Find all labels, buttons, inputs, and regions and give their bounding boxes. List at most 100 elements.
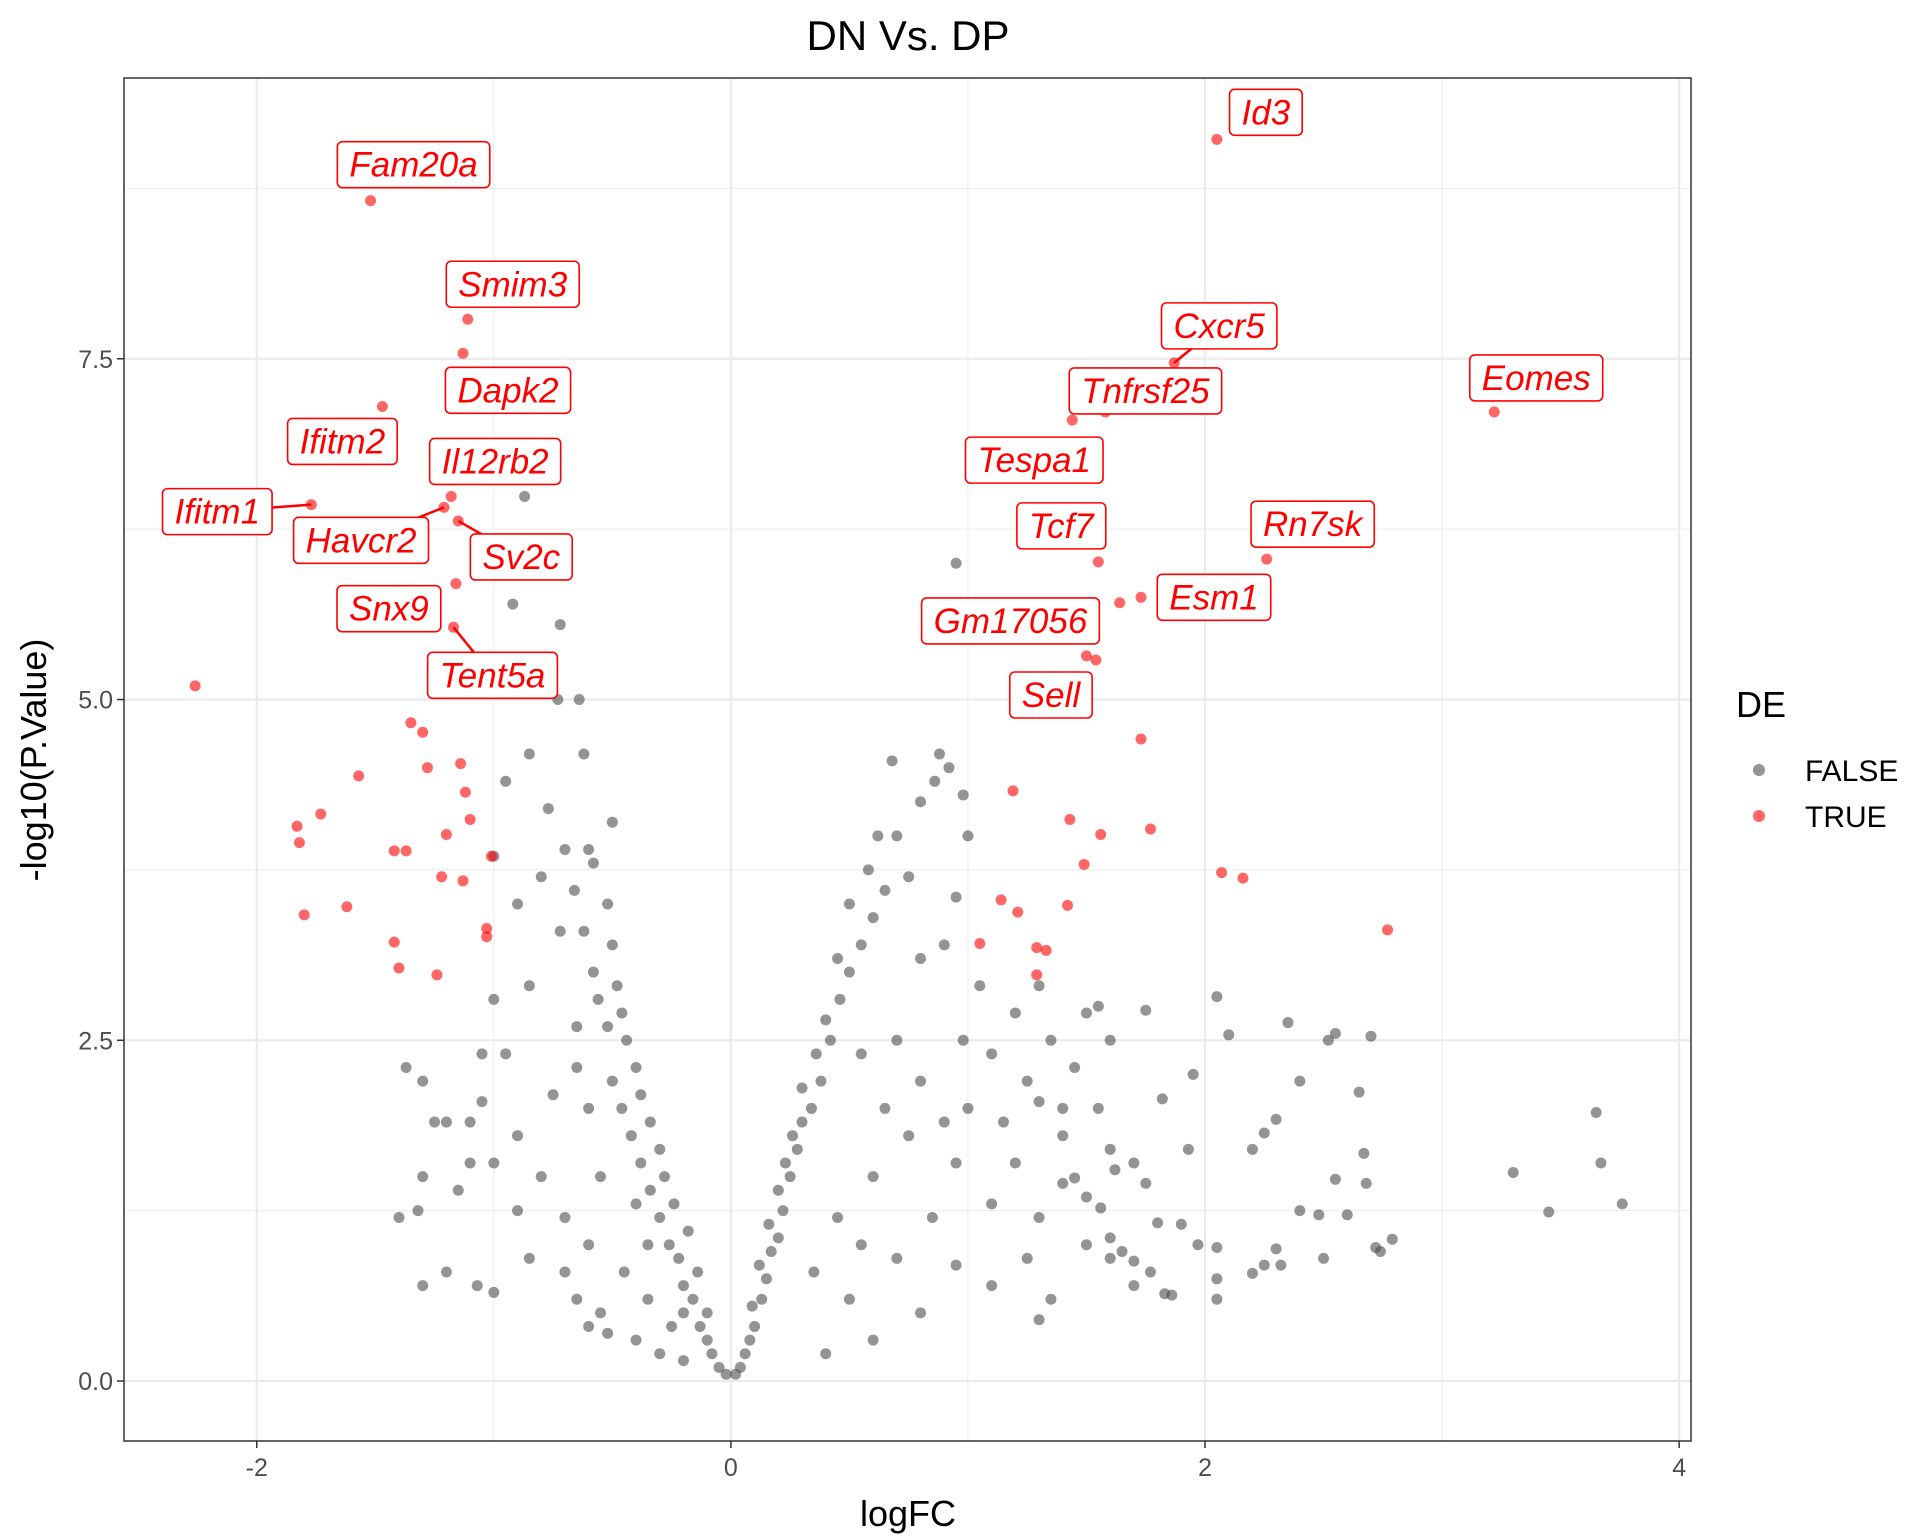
gene-label: Tcf7 xyxy=(1016,502,1107,550)
point-de-false xyxy=(950,891,962,903)
point-de-true xyxy=(974,938,986,950)
point-de-true-labeled xyxy=(445,490,457,502)
point-de-true xyxy=(464,813,476,825)
point-de-false xyxy=(668,1198,680,1210)
point-de-false xyxy=(810,1048,822,1060)
point-de-false xyxy=(682,1225,694,1237)
point-de-true-labeled xyxy=(1066,414,1078,426)
point-de-false xyxy=(701,1307,713,1319)
point-de-true xyxy=(995,894,1007,906)
point-de-false xyxy=(535,1171,547,1183)
point-de-false xyxy=(595,1171,607,1183)
point-de-false xyxy=(962,830,974,842)
point-de-false xyxy=(1033,1211,1045,1223)
point-de-true-labeled xyxy=(1488,406,1500,418)
point-de-false xyxy=(1033,1096,1045,1108)
point-de-false xyxy=(1595,1157,1607,1169)
point-de-false xyxy=(1128,1157,1140,1169)
x-tick-label: -2 xyxy=(246,1454,268,1482)
point-de-false xyxy=(701,1334,713,1346)
point-de-true xyxy=(1216,867,1228,879)
label-box xyxy=(336,140,491,189)
point-de-false xyxy=(694,1321,706,1333)
point-de-false xyxy=(417,1075,429,1087)
point-de-false xyxy=(654,1348,666,1360)
point-de-false xyxy=(1329,1027,1341,1039)
point-de-false xyxy=(855,1048,867,1060)
point-de-false xyxy=(1104,1232,1116,1244)
point-de-false xyxy=(542,803,554,815)
point-de-false xyxy=(1175,1218,1187,1230)
point-de-false xyxy=(666,1321,678,1333)
gene-label: Esm1 xyxy=(1156,573,1272,622)
point-de-true xyxy=(1064,813,1076,825)
point-de-false xyxy=(1192,1239,1204,1251)
point-de-true-labeled xyxy=(1261,553,1273,565)
point-de-false xyxy=(578,748,590,760)
point-de-true xyxy=(436,871,448,883)
point-de-false xyxy=(606,939,618,951)
point-de-false xyxy=(500,775,512,787)
point-de-false xyxy=(677,1280,689,1292)
label-box xyxy=(286,417,398,466)
point-de-false xyxy=(611,980,623,992)
point-de-false xyxy=(635,1089,647,1101)
point-de-false xyxy=(488,1157,500,1169)
point-de-false xyxy=(772,1232,784,1244)
x-tick-label: 2 xyxy=(1198,1454,1212,1482)
point-de-false xyxy=(950,1259,962,1271)
label-box xyxy=(964,436,1104,484)
point-de-false xyxy=(519,490,531,502)
point-de-false xyxy=(1140,1177,1152,1189)
panel-border xyxy=(123,77,1692,1442)
point-de-false xyxy=(891,1252,903,1264)
point-de-false xyxy=(512,898,524,910)
x-axis-title: logFC xyxy=(860,1493,956,1534)
point-de-false xyxy=(630,1062,642,1074)
point-de-false xyxy=(452,1184,464,1196)
point-de-false xyxy=(1156,1093,1168,1105)
point-de-true-labeled xyxy=(376,400,388,412)
point-de-true xyxy=(1382,924,1394,936)
gene-label: Ifitm2 xyxy=(286,417,398,466)
point-de-false xyxy=(872,830,884,842)
point-de-false xyxy=(559,1266,571,1278)
point-de-false xyxy=(583,1239,595,1251)
point-de-false xyxy=(805,1102,817,1114)
point-de-false xyxy=(654,1211,666,1223)
point-de-false xyxy=(1021,1252,1033,1264)
x-tick-label: 4 xyxy=(1672,1454,1686,1482)
point-de-true xyxy=(421,762,433,774)
point-de-false xyxy=(1313,1209,1325,1221)
legend: DE FALSE TRUE xyxy=(1736,684,1898,834)
point-de-false xyxy=(654,1143,666,1155)
point-de-false xyxy=(606,1075,618,1087)
point-de-false xyxy=(808,1266,820,1278)
point-de-true xyxy=(1095,828,1107,840)
point-de-false xyxy=(772,1184,784,1196)
label-box xyxy=(426,651,559,700)
gene-label-text: Tespa1 xyxy=(977,441,1091,480)
point-de-false xyxy=(1033,1314,1045,1326)
point-de-false xyxy=(862,864,874,876)
point-de-true xyxy=(341,901,353,913)
point-de-false xyxy=(523,980,535,992)
point-de-false xyxy=(834,993,846,1005)
point-de-false xyxy=(464,1157,476,1169)
point-de-false xyxy=(677,1355,689,1367)
label-box xyxy=(444,366,572,415)
point-de-false xyxy=(1092,1000,1104,1012)
point-de-true xyxy=(431,969,443,981)
point-de-true xyxy=(1031,942,1043,954)
point-de-true xyxy=(485,850,497,862)
point-de-false xyxy=(1104,1143,1116,1155)
point-de-true xyxy=(405,717,417,729)
y-axis-ticks: 0.0 2.5 5.0 7.5 xyxy=(78,346,124,1396)
legend-key-false xyxy=(1753,764,1765,776)
point-de-false xyxy=(476,1048,488,1060)
point-de-false xyxy=(488,1286,500,1298)
point-de-false xyxy=(820,1014,832,1026)
y-tick-label: 0.0 xyxy=(78,1368,113,1396)
point-de-false xyxy=(1069,1062,1081,1074)
point-de-false xyxy=(602,898,614,910)
